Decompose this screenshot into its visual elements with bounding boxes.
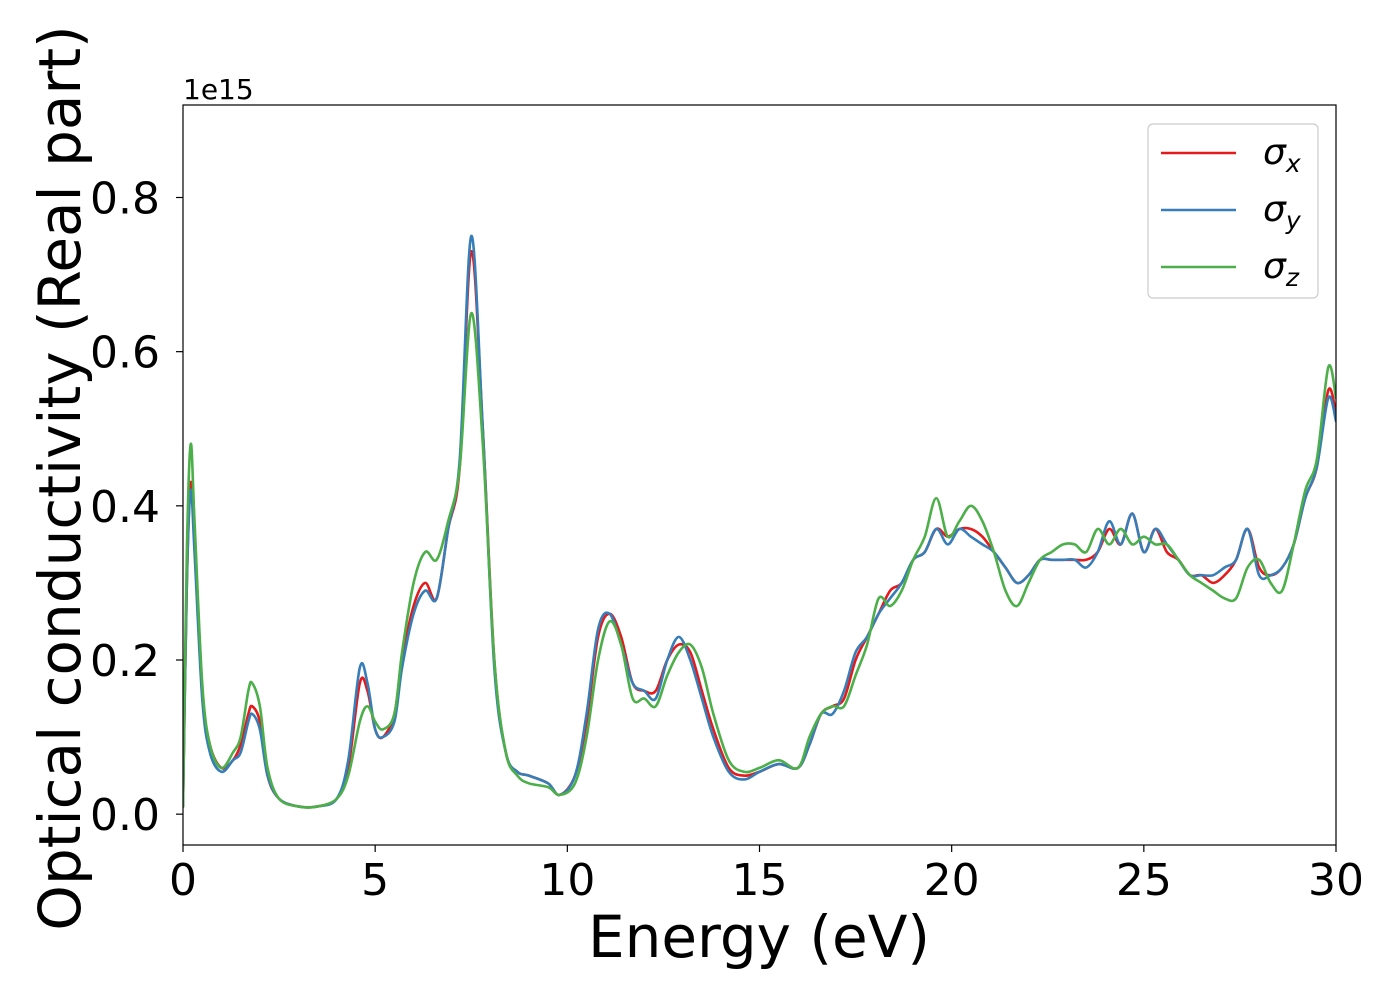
x-tick-label: 30 bbox=[1308, 855, 1364, 906]
x-axis: 0 5 10 15 20 25 30 bbox=[169, 845, 1364, 906]
legend[interactable]: σx σy σz bbox=[1147, 123, 1319, 299]
y-axis-title: Optical conductivity (Real part) bbox=[26, 25, 94, 930]
legend-label-y: σy bbox=[1263, 189, 1302, 235]
x-tick-label: 0 bbox=[169, 855, 197, 906]
series-line-z bbox=[183, 311, 1336, 809]
x-axis-title: Energy (eV) bbox=[588, 903, 930, 971]
y-axis: 0.0 0.2 0.4 0.6 0.8 bbox=[90, 174, 183, 841]
x-tick-label: 5 bbox=[361, 855, 389, 906]
y-tick-label: 0.6 bbox=[90, 328, 160, 379]
y-offset-text: 1e15 bbox=[183, 73, 254, 106]
legend-label-z: σz bbox=[1263, 246, 1300, 292]
series-lines bbox=[183, 234, 1336, 809]
y-tick-label: 0.8 bbox=[90, 174, 160, 225]
x-tick-label: 25 bbox=[1116, 855, 1172, 906]
y-tick-label: 0.4 bbox=[90, 482, 160, 533]
x-tick-label: 15 bbox=[732, 855, 788, 906]
x-tick-label: 10 bbox=[539, 855, 595, 906]
y-tick-label: 0.2 bbox=[90, 636, 160, 687]
legend-label-x: σx bbox=[1263, 132, 1301, 178]
x-tick-label: 20 bbox=[924, 855, 980, 906]
y-tick-label: 0.0 bbox=[90, 790, 160, 841]
